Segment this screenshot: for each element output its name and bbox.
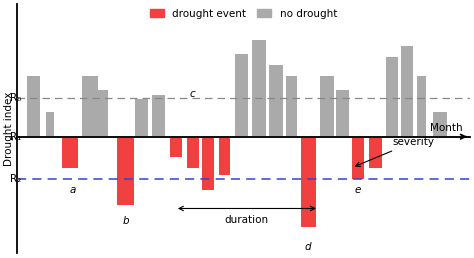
Bar	[62, 137, 78, 168]
Text: a: a	[69, 185, 75, 195]
Bar	[136, 99, 148, 137]
Text: b: b	[122, 216, 129, 226]
Bar	[369, 137, 382, 168]
Y-axis label: Drought index: Drought index	[4, 91, 14, 166]
Text: c: c	[190, 89, 196, 99]
Text: severity: severity	[356, 137, 434, 166]
Bar	[320, 76, 334, 137]
Text: e: e	[355, 185, 361, 195]
Bar	[152, 95, 165, 137]
Legend: drought event, no drought: drought event, no drought	[146, 4, 341, 23]
Bar	[433, 112, 447, 137]
Bar	[117, 137, 134, 205]
Bar	[235, 54, 247, 137]
Bar	[417, 76, 426, 137]
Bar	[286, 76, 297, 137]
Bar	[301, 137, 316, 227]
Bar	[187, 137, 199, 168]
Text: duration: duration	[225, 215, 269, 225]
Bar	[401, 46, 413, 137]
Bar	[46, 112, 54, 137]
Bar	[27, 76, 40, 137]
Bar	[82, 76, 98, 137]
Bar	[269, 65, 283, 137]
Bar	[336, 90, 349, 137]
Bar	[252, 39, 266, 137]
Text: R₂: R₂	[10, 174, 22, 184]
Text: R₁: R₁	[10, 132, 22, 142]
Text: d: d	[305, 242, 311, 252]
Bar	[219, 137, 230, 175]
Bar	[98, 90, 108, 137]
Bar	[385, 57, 399, 137]
Text: R₀: R₀	[10, 93, 22, 103]
Bar	[170, 137, 182, 157]
Bar	[352, 137, 364, 179]
Text: Month: Month	[430, 123, 463, 133]
Bar	[202, 137, 214, 190]
